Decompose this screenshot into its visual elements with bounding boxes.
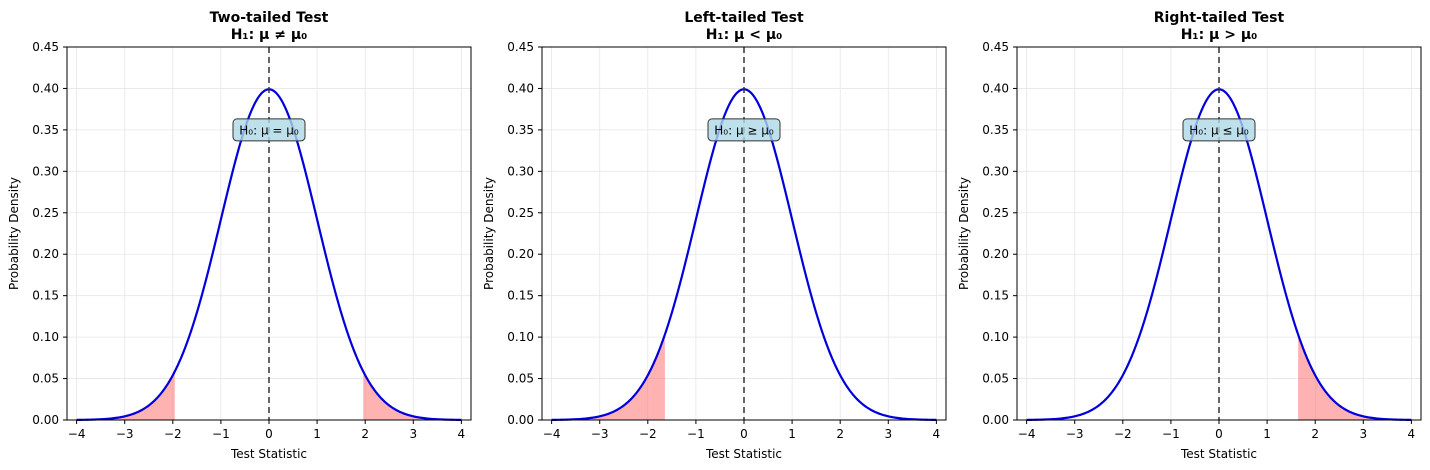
rejection-region: [1298, 334, 1412, 420]
chart-title: Two-tailed Test: [210, 10, 329, 26]
y-tick-label: 0.40: [507, 81, 534, 95]
y-tick-label: 0.45: [982, 40, 1009, 54]
x-tick-label: −3: [1066, 427, 1084, 441]
x-tick-label: 2: [836, 427, 844, 441]
x-tick-label: 0: [265, 427, 273, 441]
y-tick-label: 0.15: [32, 289, 59, 303]
x-tick-label: −3: [116, 427, 134, 441]
x-tick-label: 1: [1263, 427, 1271, 441]
y-tick-label: 0.40: [982, 81, 1009, 95]
y-tick-label: 0.35: [32, 123, 59, 137]
y-axis-label: Probability Density: [482, 177, 496, 290]
x-tick-label: 4: [1408, 427, 1416, 441]
y-tick-label: 0.00: [32, 413, 59, 427]
y-tick-label: 0.45: [32, 40, 59, 54]
y-tick-label: 0.30: [507, 164, 534, 178]
null-hypothesis-annotation: H₀: μ = μ₀: [232, 118, 306, 142]
x-tick-label: −2: [1114, 427, 1132, 441]
rejection-region: [551, 334, 665, 420]
x-axis-label: Test Statistic: [1180, 447, 1257, 461]
chart-panel: H₀: μ ≤ μ₀ −4 −3 −2 −1 0 1 2 3 4 0.00 0.05 0.10 0.15 0…: [957, 10, 1422, 461]
x-tick-label: 3: [1359, 427, 1367, 441]
x-tick-label: −1: [1162, 427, 1180, 441]
chart-subtitle: H₁: μ > μ₀: [1181, 27, 1258, 43]
rejection-region: [76, 371, 175, 420]
y-tick-label: 0.05: [507, 372, 534, 386]
y-tick-label: 0.25: [507, 206, 534, 220]
x-tick-label: 2: [1311, 427, 1319, 441]
x-tick-label: 2: [361, 427, 369, 441]
chart-title: Left-tailed Test: [684, 10, 804, 26]
y-tick-label: 0.15: [982, 289, 1009, 303]
y-tick-label: 0.35: [982, 123, 1009, 137]
x-tick-label: 0: [1215, 427, 1223, 441]
y-tick-label: 0.20: [982, 247, 1009, 261]
y-axis-label: Probability Density: [957, 177, 971, 290]
y-tick-label: 0.25: [32, 206, 59, 220]
y-tick-label: 0.05: [982, 372, 1009, 386]
annotation-text: H₀: μ ≤ μ₀: [1189, 123, 1249, 137]
x-tick-label: −1: [212, 427, 230, 441]
x-tick-label: −1: [687, 427, 705, 441]
y-tick-label: 0.30: [32, 164, 59, 178]
x-tick-label: −2: [639, 427, 657, 441]
y-axis-label: Probability Density: [7, 177, 21, 290]
x-tick-label: 1: [313, 427, 321, 441]
y-tick-label: 0.30: [982, 164, 1009, 178]
x-tick-label: 4: [933, 427, 941, 441]
y-tick-label: 0.20: [507, 247, 534, 261]
annotation-text: H₀: μ ≥ μ₀: [714, 123, 774, 137]
x-axis-label: Test Statistic: [230, 447, 307, 461]
y-tick-label: 0.40: [32, 81, 59, 95]
y-tick-label: 0.15: [507, 289, 534, 303]
chart-panel: H₀: μ ≥ μ₀ −4 −3 −2 −1 0 1 2 3 4 0.00 0.05 0.10 0.15 0…: [482, 10, 947, 461]
x-axis-label: Test Statistic: [705, 447, 782, 461]
y-tick-label: 0.05: [32, 372, 59, 386]
y-tick-label: 0.00: [507, 413, 534, 427]
x-tick-label: 3: [884, 427, 892, 441]
y-tick-label: 0.10: [507, 330, 534, 344]
chart-panel: H₀: μ = μ₀ −4 −3 −2 −1 0 1 2 3 4 0.00 0.05 0.10 0.15 0…: [7, 10, 472, 461]
y-tick-label: 0.25: [982, 206, 1009, 220]
x-tick-label: 0: [740, 427, 748, 441]
x-tick-label: −2: [164, 427, 182, 441]
null-hypothesis-annotation: H₀: μ ≥ μ₀: [707, 118, 781, 142]
chart-subtitle: H₁: μ < μ₀: [706, 27, 783, 43]
null-hypothesis-annotation: H₀: μ ≤ μ₀: [1182, 118, 1256, 142]
rejection-region: [363, 371, 462, 420]
x-tick-label: 1: [788, 427, 796, 441]
annotation-text: H₀: μ = μ₀: [239, 123, 299, 137]
x-tick-label: −4: [543, 427, 561, 441]
annotation-box: [1182, 118, 1256, 142]
x-tick-label: −3: [591, 427, 609, 441]
y-tick-label: 0.00: [982, 413, 1009, 427]
chart-subtitle: H₁: μ ≠ μ₀: [231, 27, 308, 43]
y-tick-label: 0.20: [32, 247, 59, 261]
y-tick-label: 0.35: [507, 123, 534, 137]
y-tick-label: 0.10: [982, 330, 1009, 344]
y-tick-label: 0.10: [32, 330, 59, 344]
annotation-box: [707, 118, 781, 142]
y-tick-label: 0.45: [507, 40, 534, 54]
x-tick-label: 3: [409, 427, 417, 441]
x-tick-label: −4: [1018, 427, 1036, 441]
x-tick-label: 4: [458, 427, 466, 441]
annotation-box: [232, 118, 306, 142]
chart-title: Right-tailed Test: [1154, 10, 1285, 26]
x-tick-label: −4: [68, 427, 86, 441]
